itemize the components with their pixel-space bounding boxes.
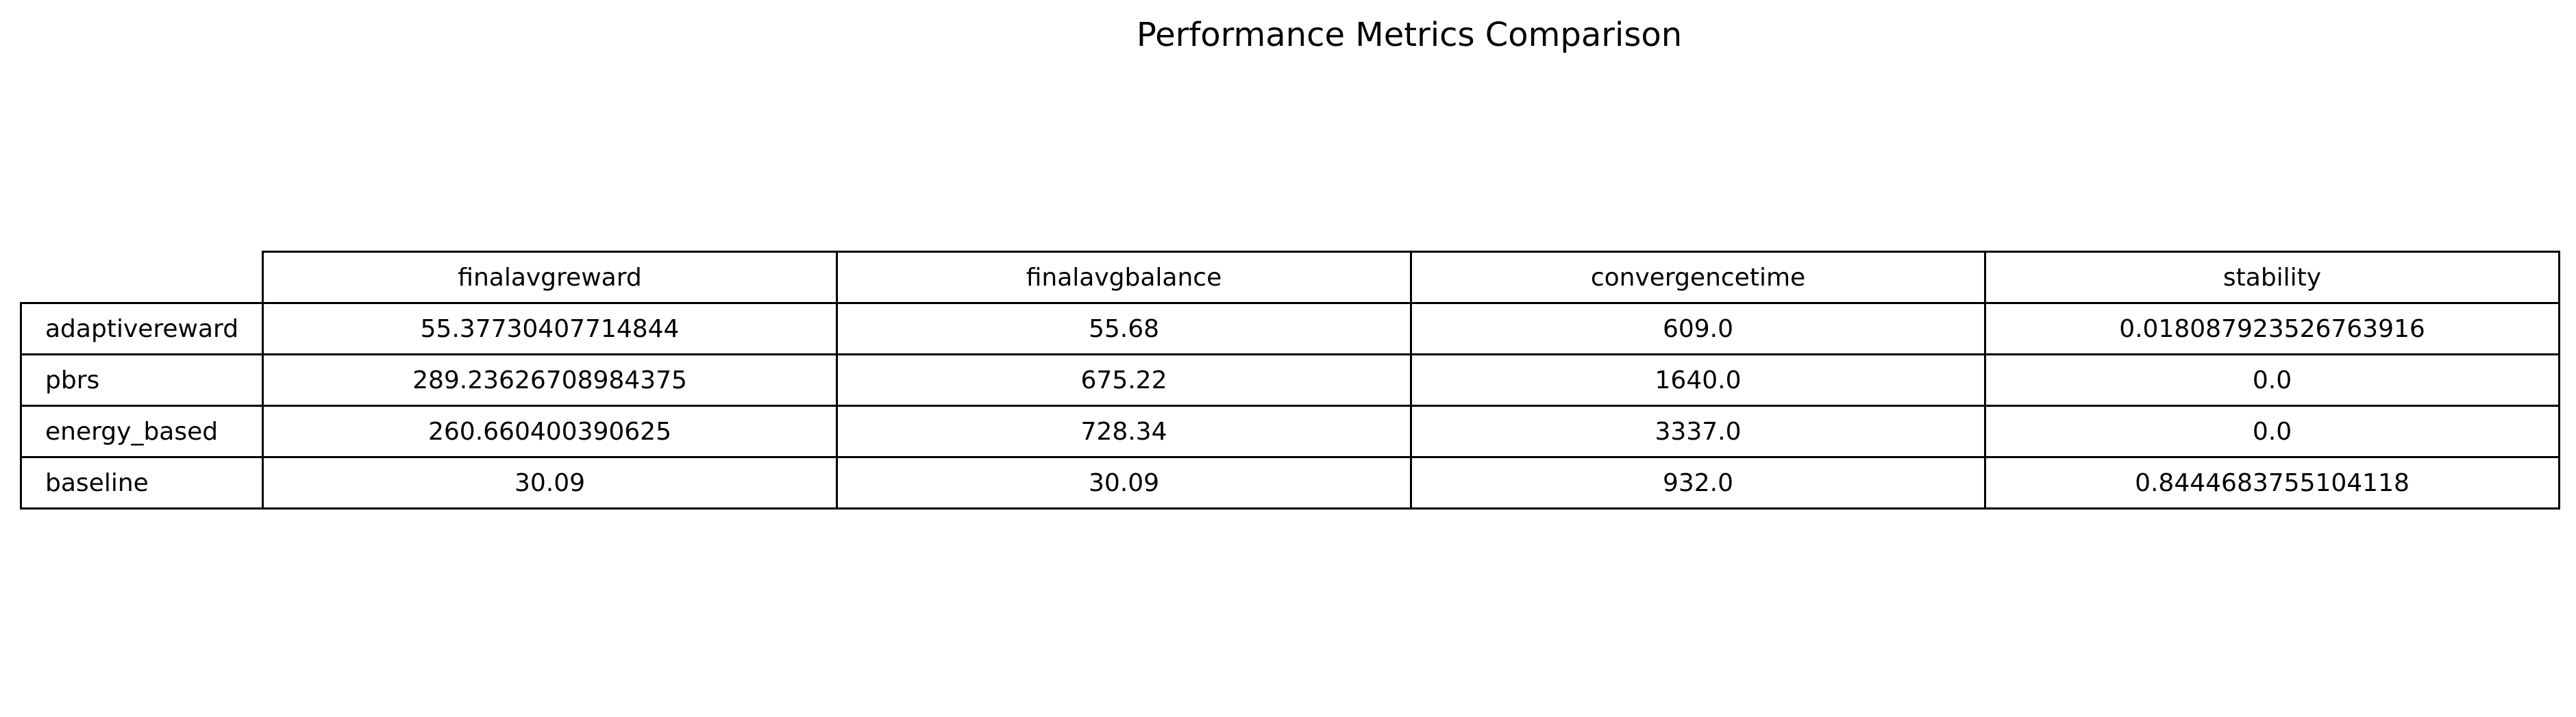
table-header-row: finalavgreward finalavgbalance convergen… <box>21 251 2560 304</box>
table-cell: 0.0 <box>1984 353 2560 407</box>
table-cell: 55.68 <box>836 302 1412 355</box>
table-cell: 675.22 <box>836 353 1412 407</box>
table-row: pbrs 289.23626708984375 675.22 1640.0 0.… <box>20 353 2560 407</box>
table-row: adaptivereward 55.37730407714844 55.68 6… <box>20 302 2560 355</box>
column-header: finalavgbalance <box>836 251 1412 304</box>
metrics-table: finalavgreward finalavgbalance convergen… <box>20 251 2560 510</box>
table-row: energy_based 260.660400390625 728.34 333… <box>20 405 2560 458</box>
table-cell: 3337.0 <box>1410 405 1986 458</box>
table-cell: 55.37730407714844 <box>262 302 838 355</box>
table-cell: 260.660400390625 <box>262 405 838 458</box>
row-label: baseline <box>20 456 264 510</box>
table-cell: 609.0 <box>1410 302 1986 355</box>
table-cell: 289.23626708984375 <box>262 353 838 407</box>
table-cell: 728.34 <box>836 405 1412 458</box>
column-header: stability <box>1984 251 2560 304</box>
table-cell: 30.09 <box>836 456 1412 510</box>
chart-title: Performance Metrics Comparison <box>1136 16 1683 54</box>
row-label: energy_based <box>20 405 264 458</box>
table-cell: 1640.0 <box>1410 353 1986 407</box>
column-header: convergencetime <box>1410 251 1986 304</box>
table-cell: 932.0 <box>1410 456 1986 510</box>
table-row: baseline 30.09 30.09 932.0 0.84446837551… <box>20 456 2560 510</box>
table-cell: 0.0 <box>1984 405 2560 458</box>
table-cell: 0.8444683755104118 <box>1984 456 2560 510</box>
table-corner-cell <box>21 251 264 304</box>
column-header: finalavgreward <box>262 251 838 304</box>
table-cell: 30.09 <box>262 456 838 510</box>
table-cell: 0.018087923526763916 <box>1984 302 2560 355</box>
row-label: pbrs <box>20 353 264 407</box>
row-label: adaptivereward <box>20 302 264 355</box>
